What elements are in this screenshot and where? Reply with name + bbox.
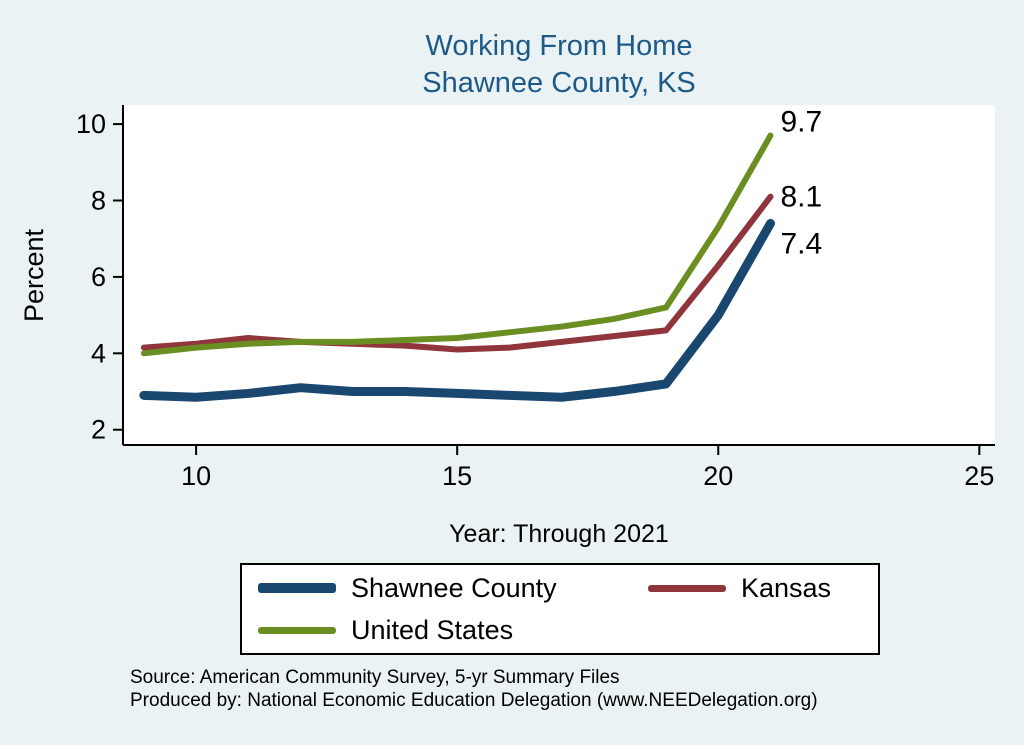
- legend-item-shawnee-county: Shawnee County: [258, 573, 648, 604]
- legend-label-shawnee-county: Shawnee County: [351, 572, 557, 603]
- produced-by-note: Produced by: National Economic Education…: [130, 690, 818, 711]
- y-tick-label: 8: [91, 186, 106, 216]
- chart-title: Working From Home Shawnee County, KS: [123, 28, 995, 102]
- x-axis-label: Year: Through 2021: [449, 520, 669, 548]
- legend-swatch-shawnee-county: [258, 583, 336, 593]
- plot-svg: 2 4 6 8 10 10 15 20 25 7.4 8.1 9.7: [76, 105, 995, 491]
- end-label-united-states: 9.7: [780, 106, 822, 139]
- legend-swatch-kansas: [648, 584, 726, 592]
- x-tick-label: 10: [181, 461, 211, 491]
- series-line-kansas: [140, 193, 774, 353]
- legend-item-kansas: Kansas: [648, 573, 878, 604]
- source-note: Source: American Community Survey, 5-yr …: [130, 667, 620, 688]
- series-line-united-states: [140, 132, 774, 357]
- series-line-shawnee-county: [139, 218, 775, 402]
- legend-label-kansas: Kansas: [741, 572, 832, 603]
- x-tick-label: 15: [442, 461, 472, 491]
- end-label-kansas: 8.1: [780, 181, 822, 214]
- y-tick-label: 6: [91, 262, 106, 292]
- chart-title-line2: Shawnee County, KS: [422, 67, 696, 99]
- y-tick-label: 2: [91, 415, 106, 445]
- chart-title-line1: Working From Home: [425, 30, 693, 62]
- footer-notes: Source: American Community Survey, 5-yr …: [130, 666, 818, 712]
- x-tick-label: 20: [703, 461, 733, 491]
- legend-label-united-states: United States: [351, 614, 514, 645]
- y-tick-label: 4: [91, 338, 106, 368]
- y-tick-label: 10: [76, 109, 106, 139]
- x-tick-label: 25: [964, 461, 994, 491]
- end-label-shawnee-county: 7.4: [780, 227, 822, 260]
- legend-item-united-states: United States: [258, 615, 648, 646]
- legend-swatch-united-states: [258, 626, 336, 634]
- legend: Shawnee County Kansas United States: [240, 563, 880, 655]
